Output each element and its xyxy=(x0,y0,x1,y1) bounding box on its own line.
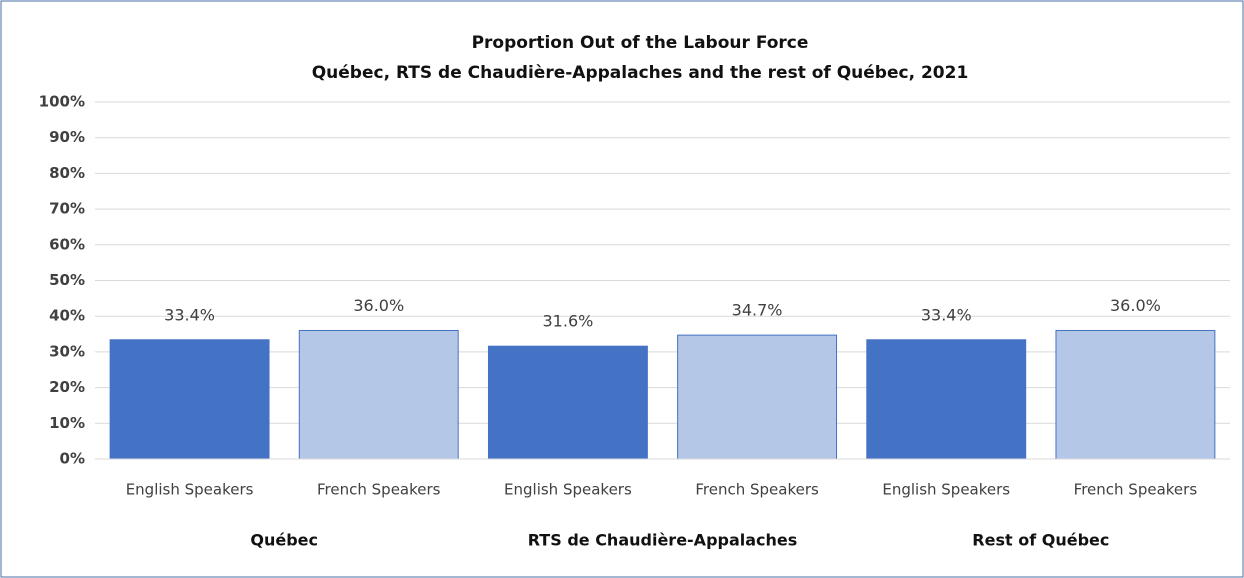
bar xyxy=(1055,329,1216,460)
bar xyxy=(298,329,459,460)
y-tick-label: 60% xyxy=(49,235,85,253)
data-label: 31.6% xyxy=(543,312,594,331)
group-label: Rest of Québec xyxy=(972,531,1109,550)
x-tick-label: French Speakers xyxy=(695,481,819,499)
x-tick-label: English Speakers xyxy=(882,481,1010,499)
bar xyxy=(109,339,270,460)
data-label: 36.0% xyxy=(1110,296,1161,315)
chart-subtitle: Québec, RTS de Chaudière-Appalaches and … xyxy=(312,63,969,83)
bar xyxy=(487,345,648,460)
y-tick-label: 50% xyxy=(49,271,85,289)
y-tick-label: 100% xyxy=(39,93,85,111)
data-label: 34.7% xyxy=(732,301,783,320)
y-tick-label: 10% xyxy=(49,414,85,432)
x-tick-label: French Speakers xyxy=(1074,481,1198,499)
y-tick-label: 40% xyxy=(49,307,85,325)
y-tick-label: 90% xyxy=(49,128,85,146)
group-label: RTS de Chaudière-Appalaches xyxy=(528,531,798,550)
y-tick-label: 70% xyxy=(49,200,85,218)
y-tick-label: 30% xyxy=(49,342,85,360)
data-label: 36.0% xyxy=(353,296,404,315)
y-tick-label: 20% xyxy=(49,378,85,396)
x-tick-label: English Speakers xyxy=(504,481,632,499)
y-tick-label: 80% xyxy=(49,164,85,182)
chart-title: Proportion Out of the Labour Force xyxy=(472,33,809,53)
y-tick-label: 0% xyxy=(60,450,85,468)
bar xyxy=(866,339,1027,460)
x-tick-label: French Speakers xyxy=(317,481,441,499)
bar xyxy=(677,334,838,460)
group-label: Québec xyxy=(250,531,318,550)
data-label: 33.4% xyxy=(164,305,215,324)
data-label: 33.4% xyxy=(921,305,972,324)
x-tick-label: English Speakers xyxy=(126,481,254,499)
